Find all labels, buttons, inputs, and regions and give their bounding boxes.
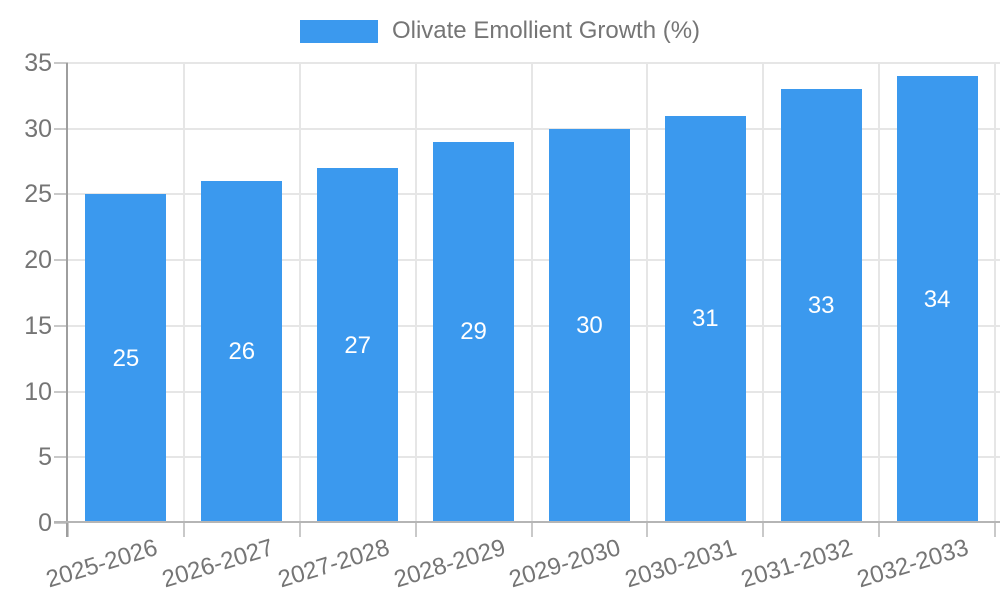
bar-value-label: 33 xyxy=(807,292,835,320)
x-tick-mark xyxy=(182,523,185,537)
bar-value-label: 31 xyxy=(691,305,719,333)
y-tick-mark xyxy=(54,390,68,393)
legend-swatch xyxy=(299,19,378,43)
y-tick-mark xyxy=(54,193,68,196)
gridline-v xyxy=(298,63,301,523)
gridline-h xyxy=(68,127,1000,130)
y-tick-mark xyxy=(54,259,68,262)
y-tick-mark xyxy=(54,522,68,524)
y-tick-label: 20 xyxy=(24,246,52,275)
bar-2030-2031[interactable] xyxy=(664,115,746,523)
x-tick-mark xyxy=(878,523,881,537)
gridline-v xyxy=(414,63,417,523)
gridline-v xyxy=(530,63,533,523)
bar-2031-2032[interactable] xyxy=(780,89,862,523)
bar-value-label: 29 xyxy=(460,318,487,346)
bar-value-label: 26 xyxy=(228,338,256,366)
bar-2028-2029[interactable] xyxy=(433,141,515,523)
y-tick-label: 30 xyxy=(24,114,52,143)
y-tick-mark xyxy=(54,456,68,459)
y-tick-label: 5 xyxy=(38,443,52,472)
y-axis-line xyxy=(66,63,68,537)
gridline-v xyxy=(762,63,765,523)
gridline-h xyxy=(68,62,1000,64)
y-tick-label: 35 xyxy=(24,49,52,77)
gridline-v xyxy=(182,63,185,523)
bar-value-label: 30 xyxy=(576,311,603,339)
bar-value-label: 34 xyxy=(923,285,951,313)
bar-2026-2027[interactable] xyxy=(201,181,283,523)
x-tick-mark xyxy=(994,523,996,537)
x-tick-mark xyxy=(414,523,417,537)
x-tick-mark xyxy=(298,523,301,537)
gridline-v xyxy=(878,63,881,523)
y-tick-mark xyxy=(54,127,68,130)
x-tick-mark xyxy=(530,523,533,537)
gridline-h xyxy=(68,390,1000,393)
x-tick-mark xyxy=(762,523,765,537)
y-tick-label: 10 xyxy=(24,377,52,406)
bar-value-label: 25 xyxy=(112,344,140,372)
y-tick-label: 15 xyxy=(24,311,52,340)
gridline-h xyxy=(68,456,1000,459)
x-axis-line xyxy=(54,521,1000,523)
gridline-h xyxy=(68,259,1000,262)
gridline-v xyxy=(994,63,996,523)
gridline-h xyxy=(68,193,1000,196)
y-tick-label: 0 xyxy=(38,509,52,537)
x-tick-mark xyxy=(646,523,649,537)
bar-2029-2030[interactable] xyxy=(548,128,630,523)
y-tick-mark xyxy=(54,324,68,327)
y-tick-label: 25 xyxy=(24,180,52,209)
x-tick-mark xyxy=(67,523,69,537)
legend-label: Olivate Emollient Growth (%) xyxy=(391,17,701,44)
bar-2027-2028[interactable] xyxy=(317,168,399,523)
gridline-h xyxy=(68,324,1000,327)
chart-legend[interactable]: Olivate Emollient Growth (%) xyxy=(0,18,1000,44)
gridline-v xyxy=(646,63,649,523)
bar-value-label: 27 xyxy=(344,331,372,359)
bar-2032-2033[interactable] xyxy=(896,76,978,523)
y-tick-mark xyxy=(54,62,68,64)
bar-2025-2026[interactable] xyxy=(85,194,167,523)
